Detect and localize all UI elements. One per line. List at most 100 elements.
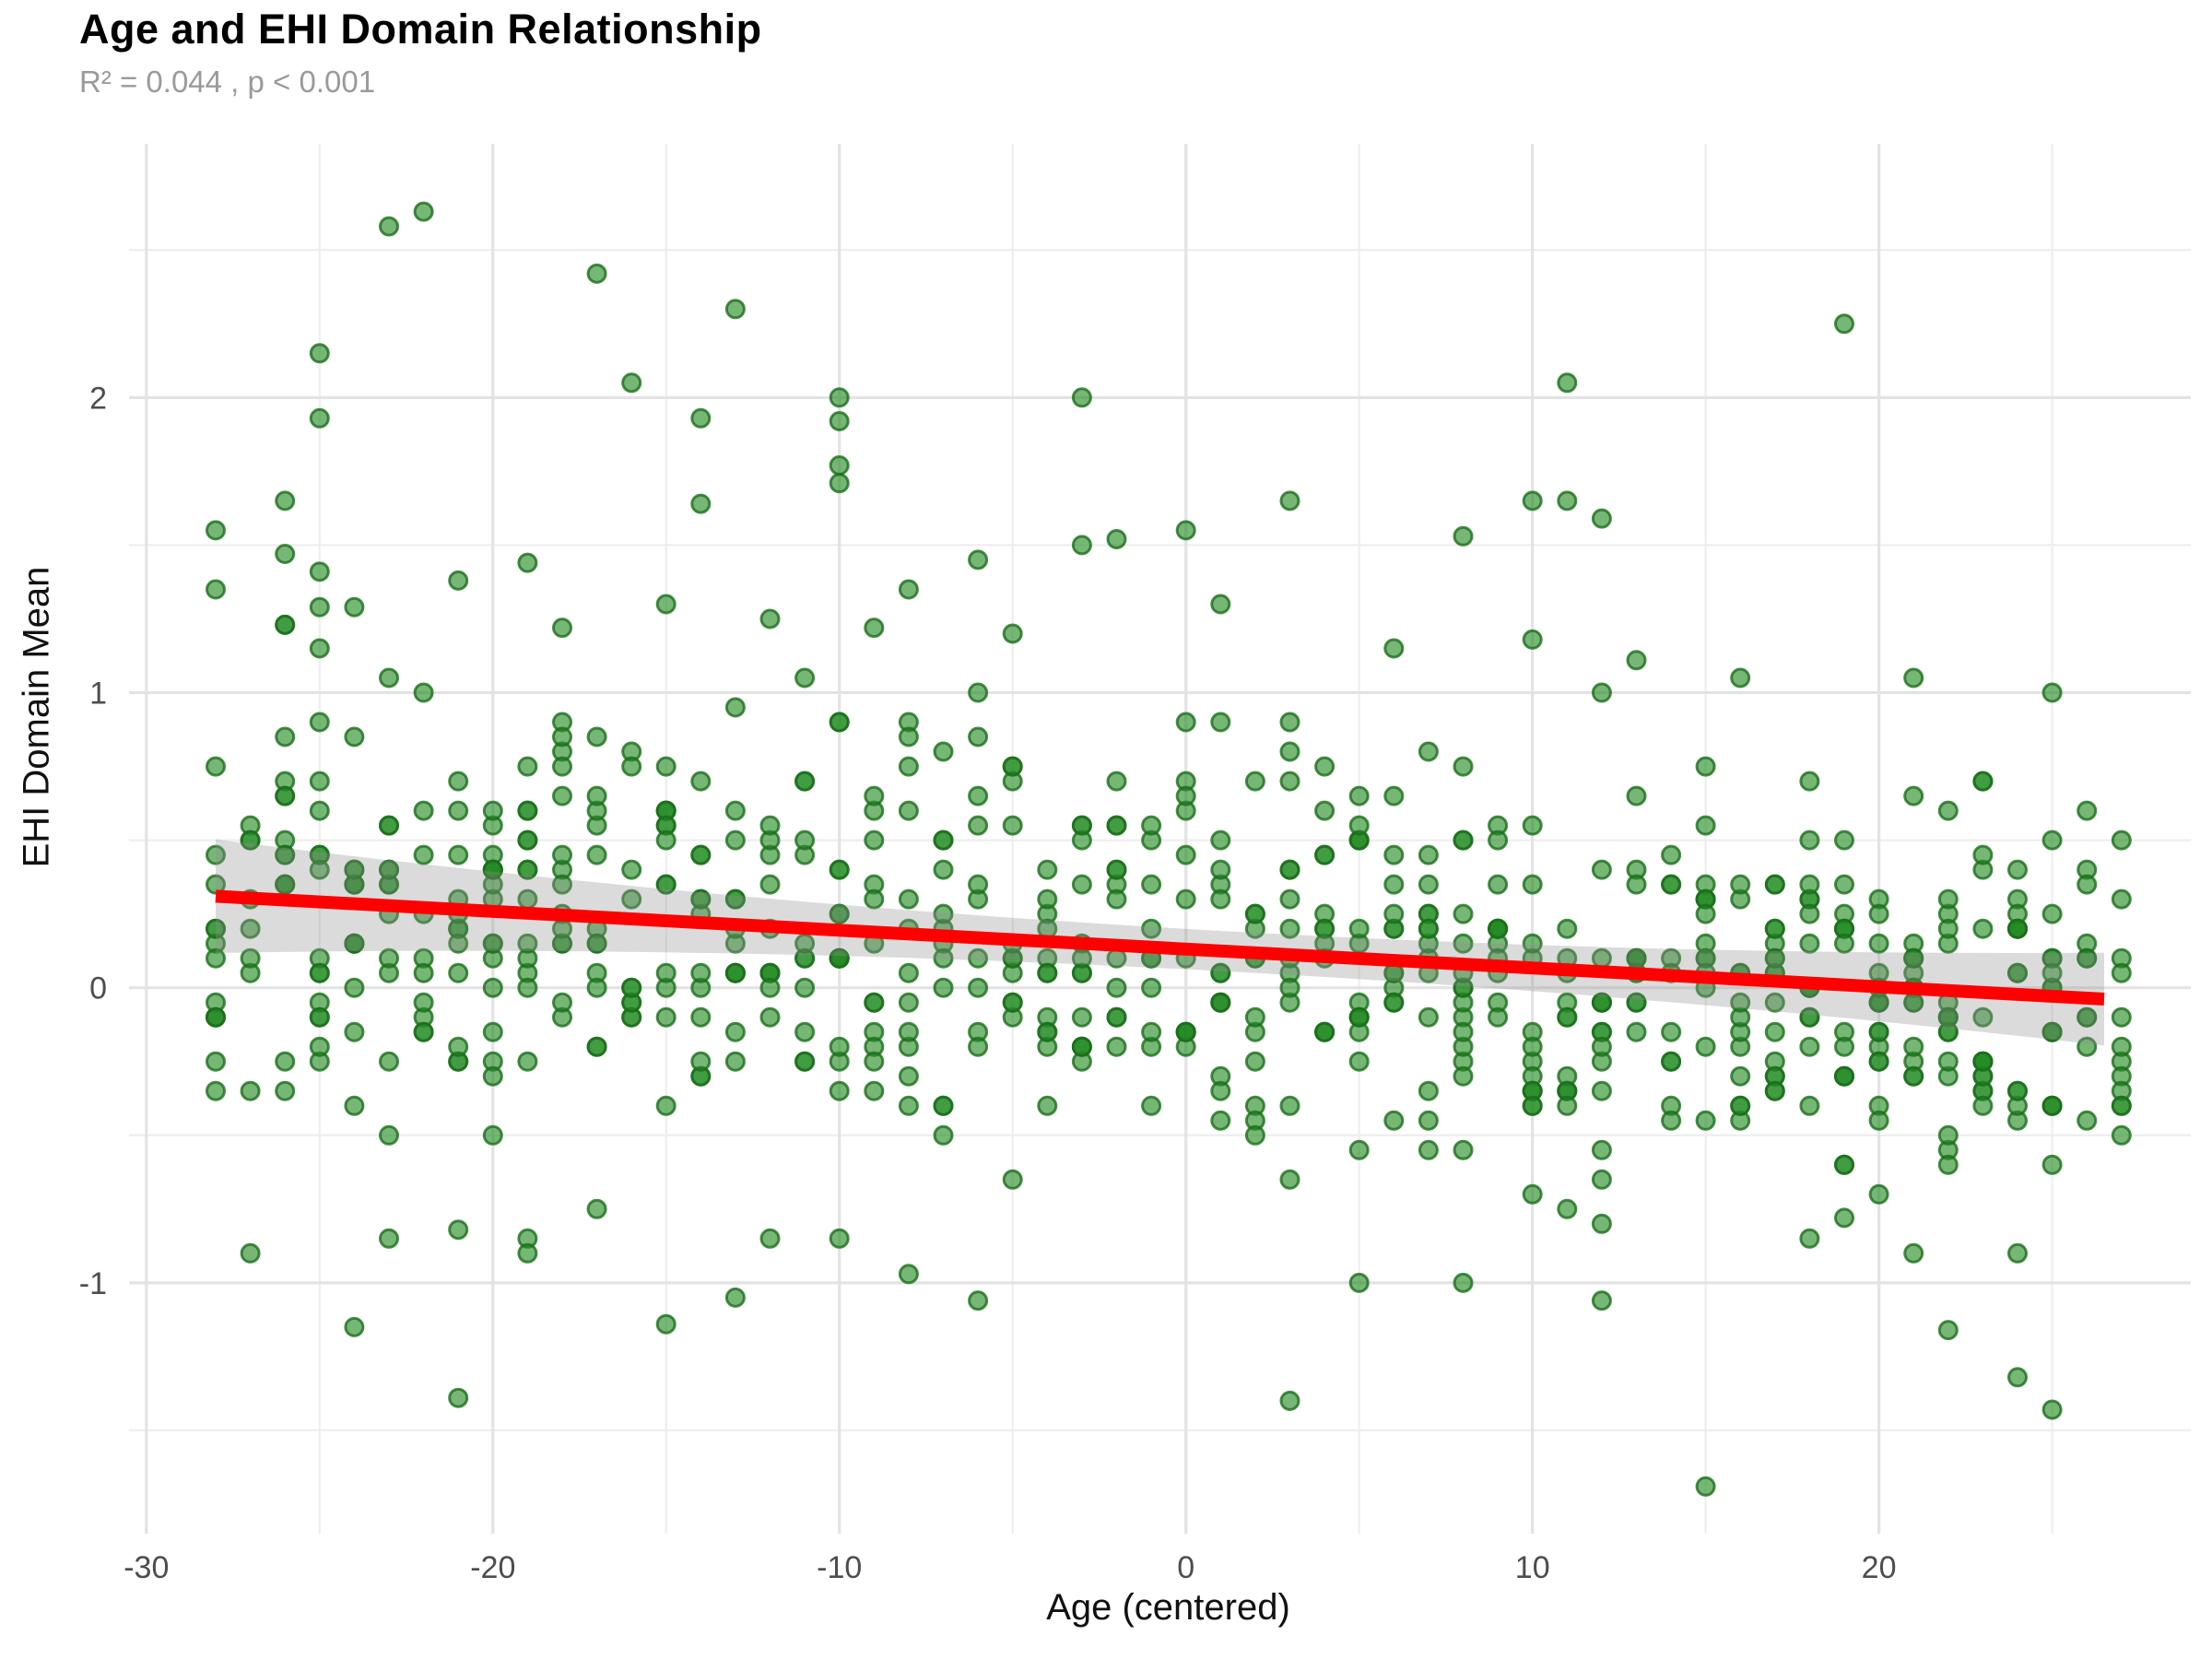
data-point <box>1661 874 1682 895</box>
data-point <box>829 1036 850 1057</box>
data-point <box>2077 1006 2098 1028</box>
data-point <box>1834 830 1854 851</box>
data-point <box>898 726 919 747</box>
data-point <box>552 618 572 639</box>
data-point <box>448 1387 469 1408</box>
data-point <box>482 1124 503 1146</box>
data-point <box>655 874 677 895</box>
data-point <box>448 844 469 865</box>
data-point <box>1002 992 1023 1013</box>
data-point <box>1453 1139 1474 1160</box>
data-point <box>1591 1080 1612 1101</box>
data-point <box>1834 933 1854 954</box>
data-point <box>1557 1198 1578 1219</box>
data-point <box>2041 830 2063 851</box>
data-point <box>1279 712 1300 733</box>
data-point <box>1279 888 1300 910</box>
data-point <box>517 933 538 954</box>
data-point <box>794 977 816 998</box>
data-point <box>2041 1399 2063 1420</box>
data-point <box>275 844 296 865</box>
data-point <box>968 947 989 969</box>
data-point <box>1868 933 1889 954</box>
data-point <box>2111 888 2132 910</box>
data-point <box>1071 815 1092 836</box>
data-point <box>1002 1169 1023 1190</box>
data-point <box>309 859 330 880</box>
data-point <box>1279 918 1300 939</box>
data-point <box>448 771 469 792</box>
data-point <box>759 608 781 629</box>
data-point <box>344 726 365 747</box>
data-point <box>586 844 607 865</box>
data-point <box>1488 830 1509 851</box>
data-point <box>1418 874 1439 895</box>
data-point <box>829 411 850 431</box>
data-point <box>482 1065 503 1087</box>
data-point <box>1834 313 1854 335</box>
data-point <box>240 1080 261 1101</box>
data-point <box>1522 874 1543 895</box>
data-point <box>1799 903 1820 924</box>
data-point <box>344 977 365 998</box>
data-point <box>1868 1110 1889 1131</box>
data-point <box>933 741 954 762</box>
data-point <box>1591 859 1612 880</box>
data-point <box>1591 682 1612 703</box>
data-point <box>1522 933 1543 954</box>
data-point <box>1383 903 1405 924</box>
data-point <box>794 667 816 688</box>
data-point <box>275 785 296 806</box>
data-point <box>724 1051 746 1072</box>
data-point <box>1279 771 1300 792</box>
data-point <box>829 859 850 880</box>
data-point <box>413 800 434 821</box>
data-point <box>1937 1021 1959 1042</box>
data-point <box>1972 771 1994 792</box>
chart-subtitle: R² = 0.044 , p < 0.001 <box>79 65 376 99</box>
data-point <box>759 874 781 895</box>
data-point <box>1799 830 1820 851</box>
data-point <box>275 1080 296 1101</box>
data-point <box>829 387 850 408</box>
data-point <box>1522 1036 1543 1057</box>
data-point <box>1695 903 1716 924</box>
data-point <box>655 962 677 983</box>
data-point <box>1348 815 1370 836</box>
data-point <box>968 785 989 806</box>
data-point <box>1210 712 1231 733</box>
data-point <box>621 756 642 777</box>
data-point <box>1244 1051 1265 1072</box>
data-point <box>1037 1095 1058 1116</box>
data-point <box>482 977 503 998</box>
data-point <box>724 962 746 983</box>
data-point <box>1834 874 1854 895</box>
data-point <box>724 888 746 910</box>
data-point <box>1557 1095 1578 1116</box>
data-point <box>1522 1095 1543 1116</box>
data-point <box>2041 1021 2063 1042</box>
data-point <box>1972 1051 1994 1072</box>
data-point <box>1175 888 1196 910</box>
data-point <box>309 407 330 429</box>
data-point <box>448 570 469 591</box>
data-point <box>1314 918 1335 939</box>
data-point <box>344 596 365 618</box>
data-point <box>933 830 954 851</box>
data-point <box>1557 1006 1578 1028</box>
data-point <box>1244 1006 1265 1028</box>
data-point <box>968 977 989 998</box>
data-point <box>1210 1110 1231 1131</box>
data-point <box>1141 977 1162 998</box>
data-point <box>1626 785 1647 806</box>
data-point <box>1348 1006 1370 1028</box>
data-point <box>309 1006 330 1028</box>
data-point <box>344 933 365 954</box>
data-point <box>1418 918 1439 939</box>
data-point <box>1141 918 1162 939</box>
data-point <box>1210 859 1231 880</box>
data-point <box>968 549 989 571</box>
data-point <box>621 859 642 880</box>
data-point <box>2111 1006 2132 1028</box>
data-point <box>1522 629 1543 650</box>
